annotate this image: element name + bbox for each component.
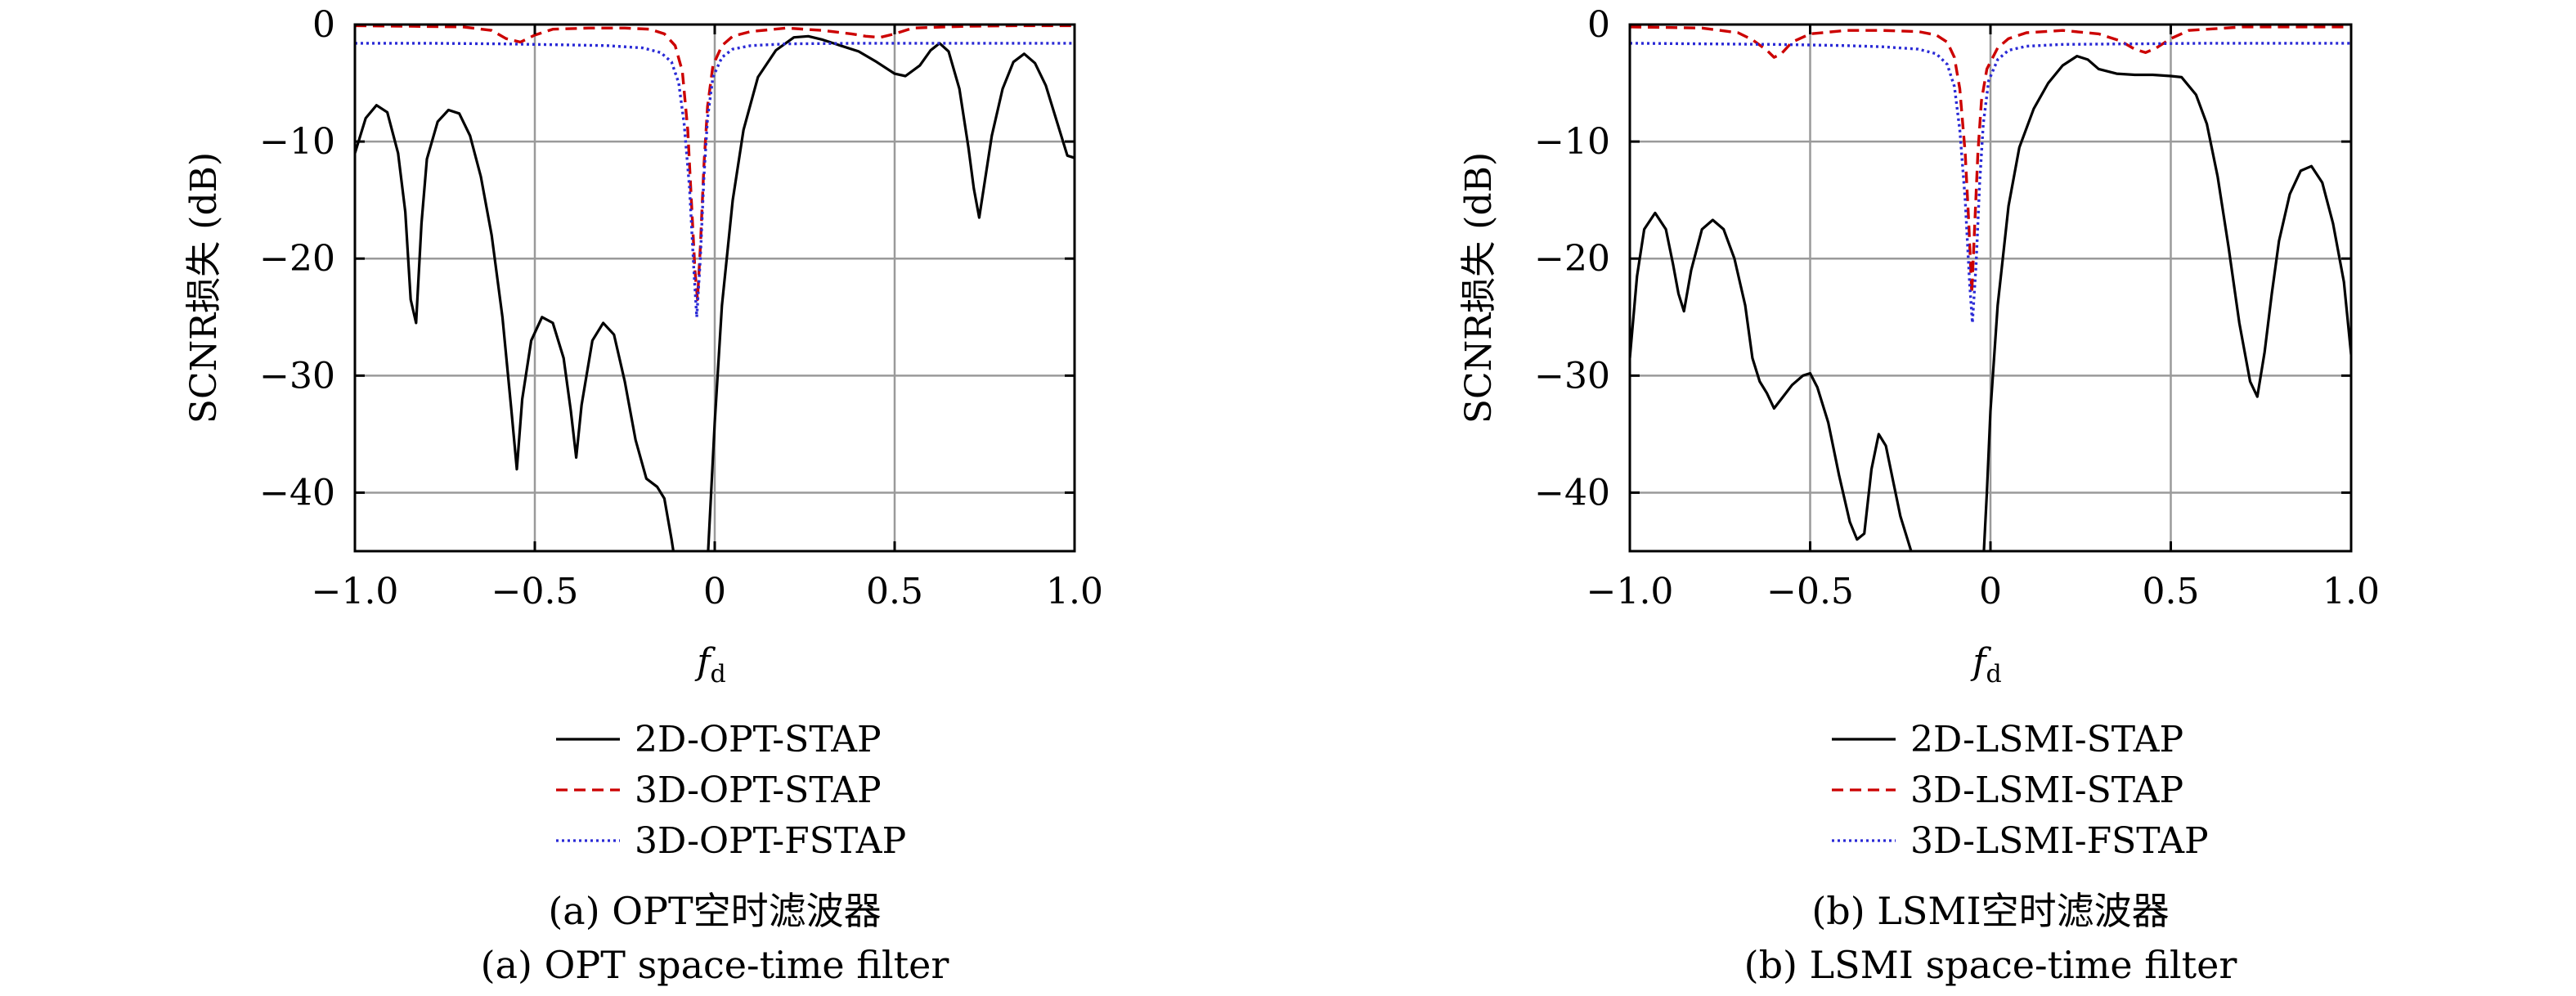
y-axis-label: SCNR损失 (dB) [1458, 152, 1500, 424]
chart-panel-a: −1.0 −0.5 0 0.5 1.0 0 −10 −20 −30 −40 SCNR损失 (dB) f… [183, 4, 1103, 987]
caption-cn: (a) OPT空时滤波器 [548, 889, 881, 933]
x-tick-label: 0.5 [866, 571, 923, 612]
x-tick-label: 0 [1979, 571, 2002, 612]
series-line-3d-lsmi-fstap [1630, 42, 2351, 325]
legend-entry: 2D-OPT-STAP [635, 719, 882, 760]
caption-cn: (b) LSMI空时滤波器 [1811, 889, 2169, 933]
y-tick-label: −40 [259, 472, 335, 514]
x-tick-label: 1.0 [2322, 571, 2380, 612]
x-tick-label: −1.0 [1586, 571, 1674, 612]
legend-entry: 3D-OPT-STAP [635, 769, 882, 811]
legend-entry: 3D-LSMI-STAP [1910, 769, 2183, 811]
x-tick-label: 1.0 [1046, 571, 1103, 612]
y-axis-label: SCNR损失 (dB) [183, 152, 225, 424]
x-axis-label: fd [1970, 641, 2002, 689]
y-tick-label: 0 [1587, 4, 1610, 46]
y-tick-label: −10 [1534, 121, 1610, 163]
legend-entry: 3D-OPT-FSTAP [635, 820, 906, 862]
series-group [355, 25, 1075, 551]
y-tick-label: 0 [312, 4, 335, 46]
series-line-2d-opt-stap [707, 34, 1075, 551]
y-tick-label: −30 [259, 355, 335, 397]
series-line-2d-opt-stap [355, 104, 675, 551]
y-tick-label: −20 [1534, 238, 1610, 280]
x-axis-label: fd [694, 641, 726, 689]
caption-en: (b) LSMI space-time filter [1744, 943, 2237, 987]
x-tick-label: −0.5 [1766, 571, 1854, 612]
y-tick-label: −30 [1534, 355, 1610, 397]
x-tick-label: −0.5 [491, 571, 579, 612]
caption-en: (a) OPT space-time filter [481, 943, 949, 987]
legend-entry: 2D-LSMI-STAP [1910, 719, 2183, 760]
series-line-2d-lsmi-stap [1630, 211, 1913, 551]
y-tick-label: −40 [1534, 472, 1610, 514]
chart-panel-b: −1.0 −0.5 0 0.5 1.0 0 −10 −20 −30 −40 SCNR损失 (dB) f… [1458, 4, 2380, 987]
x-tick-label: −1.0 [312, 571, 399, 612]
x-tick-label: 0 [703, 571, 726, 612]
x-tick-label: 0.5 [2143, 571, 2200, 612]
series-group [1630, 25, 2351, 551]
series-line-2d-lsmi-stap [1982, 55, 2351, 551]
legend-entry: 3D-LSMI-FSTAP [1910, 820, 2209, 862]
y-tick-label: −20 [259, 238, 335, 280]
y-tick-label: −10 [259, 121, 335, 163]
